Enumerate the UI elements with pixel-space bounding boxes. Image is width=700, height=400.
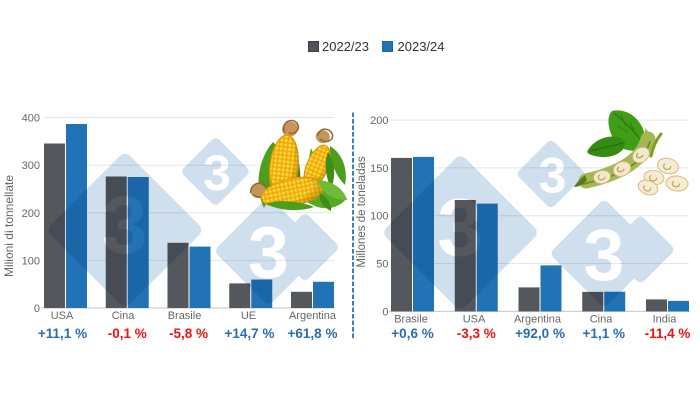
svg-text:USA: USA bbox=[51, 310, 74, 322]
svg-text:300: 300 bbox=[22, 160, 40, 172]
svg-text:0: 0 bbox=[382, 306, 388, 318]
svg-text:Millones de toneladas: Millones de toneladas bbox=[356, 156, 368, 267]
svg-text:+61,8 %: +61,8 % bbox=[288, 326, 338, 341]
svg-text:-3,3 %: -3,3 % bbox=[457, 326, 496, 341]
svg-text:UE: UE bbox=[241, 310, 256, 322]
svg-text:+0,6 %: +0,6 % bbox=[391, 326, 433, 341]
svg-text:Argentina: Argentina bbox=[514, 314, 562, 326]
svg-text:-5,8 %: -5,8 % bbox=[169, 326, 208, 341]
svg-text:100: 100 bbox=[22, 255, 40, 267]
svg-text:Brasile: Brasile bbox=[394, 314, 428, 326]
svg-text:200: 200 bbox=[22, 208, 40, 220]
svg-text:2022/23: 2022/23 bbox=[322, 39, 369, 54]
svg-text:Argentina: Argentina bbox=[289, 310, 337, 322]
svg-text:200: 200 bbox=[370, 115, 388, 127]
svg-text:400: 400 bbox=[22, 113, 40, 125]
svg-text:150: 150 bbox=[370, 163, 388, 175]
svg-text:2023/24: 2023/24 bbox=[398, 39, 445, 54]
svg-text:Cina: Cina bbox=[112, 310, 136, 322]
svg-text:Milioni di tonnellate: Milioni di tonnellate bbox=[2, 175, 16, 277]
svg-text:Cina: Cina bbox=[590, 314, 614, 326]
svg-text:50: 50 bbox=[376, 259, 388, 271]
svg-text:+92,0 %: +92,0 % bbox=[515, 326, 565, 341]
svg-text:USA: USA bbox=[463, 314, 486, 326]
svg-text:India: India bbox=[653, 314, 678, 326]
svg-text:Brasile: Brasile bbox=[168, 310, 202, 322]
svg-text:+1,1 %: +1,1 % bbox=[583, 326, 625, 341]
svg-text:+11,1 %: +11,1 % bbox=[38, 326, 87, 341]
svg-text:0: 0 bbox=[34, 303, 40, 315]
svg-text:+14,7 %: +14,7 % bbox=[225, 326, 275, 341]
svg-text:-11,4 %: -11,4 % bbox=[645, 326, 691, 341]
svg-text:100: 100 bbox=[370, 211, 388, 223]
svg-text:-0,1 %: -0,1 % bbox=[108, 326, 147, 341]
